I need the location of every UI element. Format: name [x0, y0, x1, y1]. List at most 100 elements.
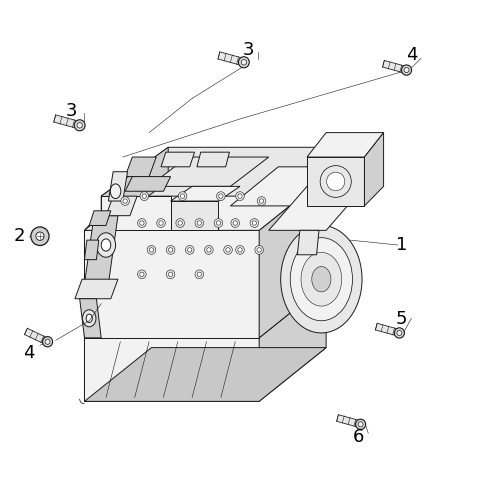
- Polygon shape: [259, 176, 326, 338]
- Ellipse shape: [257, 247, 261, 252]
- Ellipse shape: [159, 221, 163, 225]
- Ellipse shape: [140, 192, 149, 200]
- Polygon shape: [364, 133, 384, 206]
- Ellipse shape: [216, 192, 225, 200]
- Ellipse shape: [236, 245, 244, 254]
- Polygon shape: [84, 186, 125, 338]
- Polygon shape: [336, 415, 361, 428]
- Polygon shape: [218, 52, 245, 66]
- Text: 5: 5: [396, 310, 408, 328]
- Ellipse shape: [238, 194, 242, 198]
- Text: 3: 3: [243, 41, 254, 59]
- Circle shape: [404, 68, 409, 73]
- Ellipse shape: [180, 194, 185, 198]
- Ellipse shape: [214, 219, 223, 227]
- Polygon shape: [84, 284, 326, 338]
- Polygon shape: [106, 196, 137, 216]
- Circle shape: [77, 122, 83, 128]
- Ellipse shape: [123, 199, 127, 203]
- Text: 4: 4: [23, 344, 34, 363]
- Circle shape: [241, 59, 247, 65]
- Polygon shape: [24, 328, 49, 345]
- Ellipse shape: [168, 272, 173, 276]
- Ellipse shape: [101, 239, 111, 251]
- Ellipse shape: [219, 194, 223, 198]
- Ellipse shape: [140, 221, 144, 225]
- Ellipse shape: [86, 314, 92, 322]
- Polygon shape: [101, 147, 168, 230]
- Polygon shape: [108, 172, 128, 201]
- Circle shape: [395, 328, 405, 338]
- Circle shape: [74, 120, 85, 131]
- Polygon shape: [269, 186, 364, 230]
- Polygon shape: [84, 230, 259, 338]
- Ellipse shape: [326, 172, 345, 191]
- Polygon shape: [383, 60, 408, 74]
- Polygon shape: [84, 176, 326, 230]
- Ellipse shape: [121, 196, 130, 205]
- Polygon shape: [307, 133, 384, 157]
- Ellipse shape: [178, 192, 187, 200]
- Ellipse shape: [207, 247, 211, 252]
- Ellipse shape: [188, 247, 192, 252]
- Polygon shape: [54, 115, 81, 129]
- Circle shape: [397, 330, 402, 336]
- Ellipse shape: [110, 184, 121, 198]
- Ellipse shape: [231, 219, 240, 227]
- Text: 2: 2: [13, 227, 24, 245]
- Polygon shape: [75, 279, 118, 299]
- Ellipse shape: [176, 219, 184, 227]
- Ellipse shape: [140, 272, 144, 276]
- Ellipse shape: [83, 310, 96, 327]
- Text: 4: 4: [406, 47, 417, 64]
- Circle shape: [36, 232, 44, 241]
- Ellipse shape: [257, 196, 266, 205]
- Ellipse shape: [224, 245, 232, 254]
- Text: 3: 3: [66, 101, 77, 120]
- Polygon shape: [170, 201, 218, 230]
- Ellipse shape: [157, 219, 165, 227]
- Ellipse shape: [312, 267, 331, 292]
- Polygon shape: [170, 186, 240, 201]
- Ellipse shape: [166, 245, 175, 254]
- Circle shape: [239, 57, 249, 68]
- Ellipse shape: [301, 252, 342, 306]
- Ellipse shape: [250, 219, 259, 227]
- Circle shape: [45, 339, 50, 344]
- Ellipse shape: [281, 225, 362, 333]
- Ellipse shape: [252, 221, 256, 225]
- Circle shape: [43, 337, 53, 347]
- Ellipse shape: [149, 247, 154, 252]
- Polygon shape: [259, 284, 326, 401]
- Polygon shape: [197, 152, 229, 167]
- Polygon shape: [161, 152, 194, 167]
- Ellipse shape: [233, 221, 238, 225]
- Polygon shape: [89, 211, 111, 225]
- Circle shape: [31, 227, 49, 245]
- Polygon shape: [101, 196, 170, 230]
- Ellipse shape: [216, 221, 221, 225]
- Ellipse shape: [168, 247, 173, 252]
- Ellipse shape: [204, 245, 213, 254]
- Ellipse shape: [259, 199, 264, 203]
- Ellipse shape: [226, 247, 230, 252]
- Ellipse shape: [166, 270, 175, 279]
- Polygon shape: [375, 323, 400, 336]
- Ellipse shape: [178, 221, 182, 225]
- Ellipse shape: [147, 245, 156, 254]
- Polygon shape: [84, 284, 152, 401]
- Text: 1: 1: [396, 236, 408, 254]
- Ellipse shape: [255, 245, 264, 254]
- Ellipse shape: [290, 238, 352, 321]
- Ellipse shape: [320, 166, 351, 197]
- Ellipse shape: [195, 219, 204, 227]
- Polygon shape: [101, 147, 333, 196]
- Circle shape: [356, 419, 366, 429]
- Polygon shape: [80, 299, 101, 338]
- Circle shape: [402, 65, 411, 75]
- Ellipse shape: [238, 247, 242, 252]
- Polygon shape: [307, 157, 364, 206]
- Ellipse shape: [197, 221, 202, 225]
- Polygon shape: [125, 157, 156, 176]
- Polygon shape: [230, 167, 345, 206]
